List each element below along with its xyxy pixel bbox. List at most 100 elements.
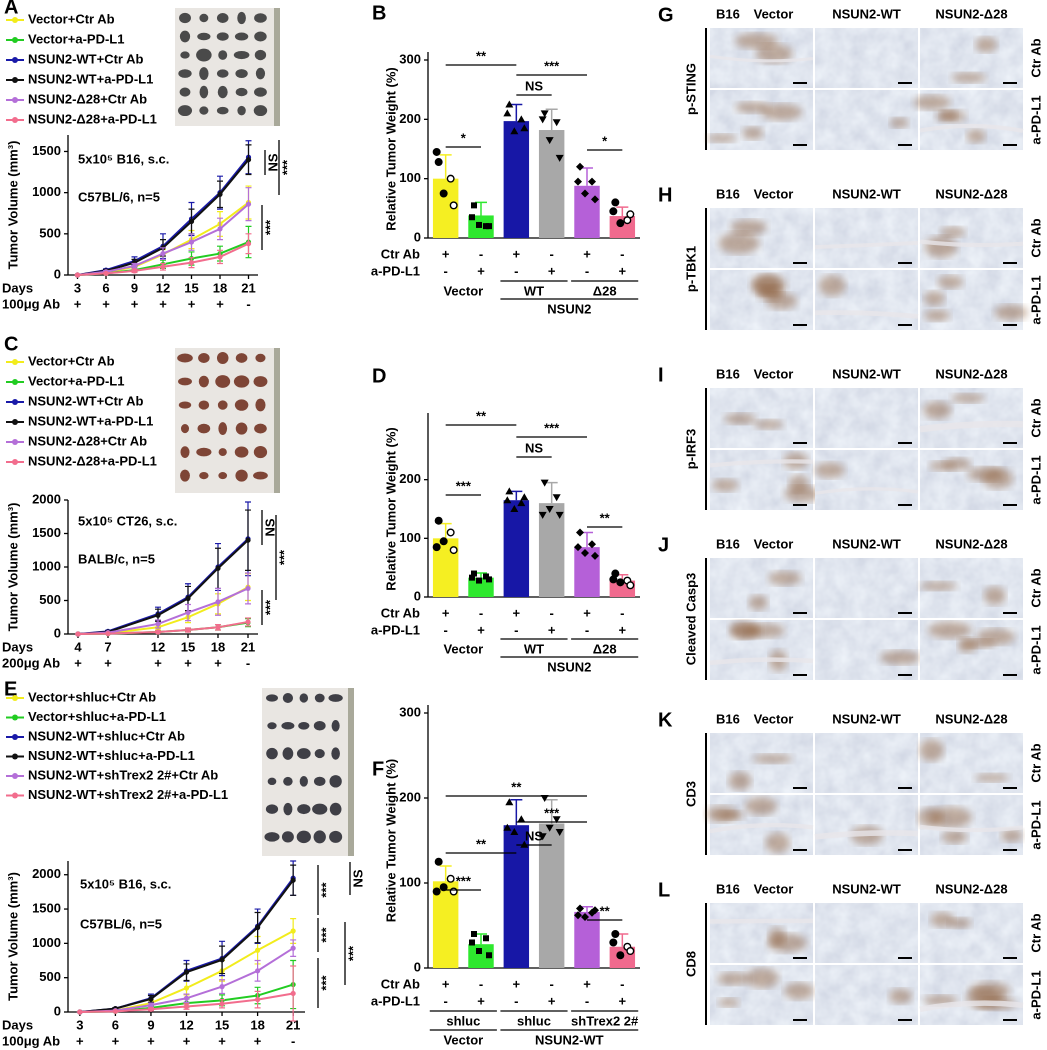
data-point	[476, 577, 482, 584]
tumor	[218, 448, 227, 457]
tumor	[264, 832, 280, 842]
x-tick-label: 18	[250, 1017, 264, 1032]
panel-letter: I	[658, 364, 664, 386]
data-point	[217, 226, 223, 232]
column-label: NSUN2-WT	[832, 366, 901, 381]
ihc-image	[710, 558, 813, 618]
legend-marker	[12, 773, 18, 779]
row-mark: +	[548, 622, 556, 637]
data-point	[545, 506, 554, 513]
tumor	[314, 693, 325, 703]
tumor	[313, 830, 326, 844]
tumor	[254, 49, 267, 61]
row-mark: -	[620, 605, 624, 620]
tumor	[199, 85, 209, 99]
stain-area	[748, 595, 768, 611]
significance-label: ***	[456, 873, 472, 888]
legend-marker	[12, 695, 18, 701]
tumor	[331, 720, 340, 732]
tissue	[815, 795, 918, 855]
row-label: a-PD-L1	[1028, 970, 1043, 1019]
x-tick-label: 7	[104, 639, 111, 654]
ihc-image	[920, 620, 1023, 680]
bar	[503, 121, 530, 238]
tissue-fold	[919, 824, 1024, 833]
data-point	[449, 201, 458, 210]
data-point	[576, 904, 584, 913]
row-label: Ctr Ab	[1028, 38, 1043, 77]
tumor	[180, 423, 190, 434]
row-mark: -	[479, 246, 483, 261]
data-point	[103, 270, 109, 276]
significance-label: ***	[544, 805, 560, 820]
bar	[468, 944, 494, 968]
legend-label: Vector+shluc+Ctr Ab	[28, 689, 156, 704]
stain-area	[712, 479, 739, 492]
legend-label: Vector+Ctr Ab	[28, 353, 115, 368]
row-mark: -	[549, 605, 553, 620]
y-axis-label: Tumor Volume (mm³)	[5, 503, 20, 632]
ihc-image	[709, 28, 814, 88]
data-point	[183, 1003, 190, 1010]
data-point	[469, 939, 475, 946]
tissue-fold	[919, 1000, 1024, 1013]
data-point	[439, 537, 448, 546]
cell-line-label: B16	[716, 366, 740, 381]
legend-label: NSUN2-WT+a-PD-L1	[28, 413, 153, 428]
data-point	[188, 260, 195, 266]
error-bar	[581, 167, 593, 186]
tumor	[217, 85, 228, 99]
data-point	[517, 815, 526, 823]
data-point	[520, 840, 529, 848]
data-point	[576, 162, 584, 171]
row-label: a-PD-L1	[371, 622, 420, 637]
photo-ruler	[274, 348, 280, 493]
ihc-image	[814, 795, 919, 855]
tumor	[197, 423, 211, 434]
column-label: Vector	[754, 881, 794, 896]
ihc-image	[920, 903, 1023, 963]
data-point	[434, 857, 443, 866]
column-label: NSUN2-WT	[832, 536, 901, 551]
ihc-image	[920, 450, 1023, 510]
data-point	[486, 223, 492, 230]
legend-label: NSUN2-Δ28+Ctr Ab	[28, 91, 147, 106]
ihc-image	[815, 28, 918, 88]
data-point	[471, 202, 477, 209]
data-point	[609, 207, 618, 216]
legend-label: NSUN2-WT+shluc+Ctr Ab	[28, 728, 185, 743]
stain-area	[730, 219, 767, 235]
data-point	[611, 198, 620, 207]
data-point	[471, 570, 477, 577]
tumor	[296, 830, 311, 844]
data-point	[581, 189, 589, 198]
data-point	[77, 1009, 83, 1015]
row-mark: +	[583, 605, 591, 620]
ihc-image	[919, 388, 1024, 448]
data-point	[609, 575, 618, 584]
group-label: shluc	[517, 1013, 551, 1028]
stain-area	[715, 810, 745, 820]
tumor-photo	[175, 348, 280, 493]
data-point	[290, 945, 296, 951]
row-mark: -	[514, 622, 518, 637]
legend-marker	[12, 459, 18, 465]
data-point	[245, 241, 252, 247]
data-point	[545, 824, 554, 832]
tumor	[253, 105, 268, 117]
data-point	[552, 494, 561, 502]
row-mark: +	[477, 263, 485, 278]
tumor	[235, 422, 248, 435]
data-point	[245, 537, 251, 543]
row-mark: +	[619, 263, 627, 278]
annotation: 5x10⁵ CT26, s.c.	[78, 513, 177, 528]
x-tick-label: 3	[76, 1017, 83, 1032]
ihc-image	[815, 558, 918, 618]
dose-mark: +	[76, 1033, 84, 1048]
tumor	[179, 87, 191, 97]
bar	[432, 881, 459, 968]
row-mark: +	[513, 605, 521, 620]
y-tick-label: 100	[399, 530, 421, 545]
dose-mark: +	[214, 655, 222, 670]
data-point	[219, 984, 225, 990]
